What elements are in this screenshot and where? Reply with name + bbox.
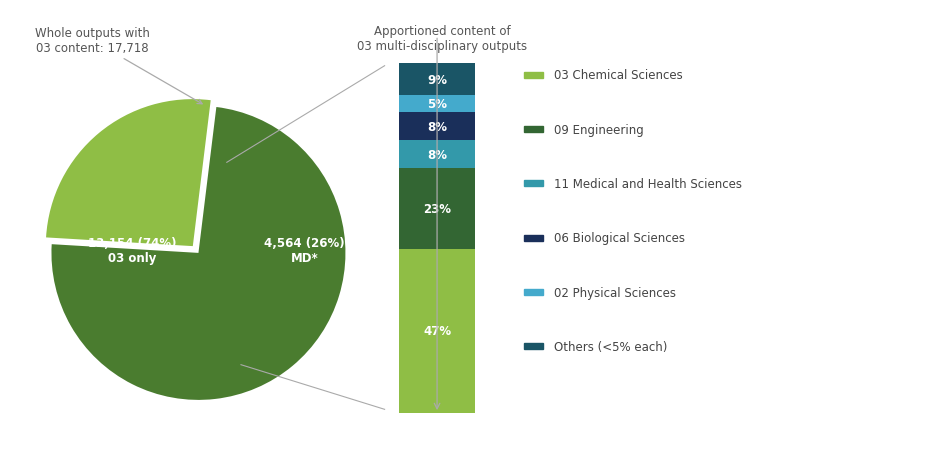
Text: Apportioned content of
03 multi-disciplinary outputs: Apportioned content of 03 multi-discipli… xyxy=(357,25,527,53)
Text: 11 Medical and Health Sciences: 11 Medical and Health Sciences xyxy=(553,178,741,190)
Text: 4,564 (26%)
MD*: 4,564 (26%) MD* xyxy=(263,236,345,264)
Bar xyxy=(398,64,475,95)
Text: 13,154 (74%)
03 only: 13,154 (74%) 03 only xyxy=(88,236,177,264)
Text: 9%: 9% xyxy=(427,73,447,86)
Text: 09 Engineering: 09 Engineering xyxy=(553,123,643,136)
Text: 8%: 8% xyxy=(427,121,447,134)
Text: 8%: 8% xyxy=(427,148,447,162)
Text: 23%: 23% xyxy=(423,202,450,216)
Wedge shape xyxy=(46,100,211,246)
Wedge shape xyxy=(51,108,346,400)
Bar xyxy=(398,113,475,141)
Text: 03 Chemical Sciences: 03 Chemical Sciences xyxy=(553,69,683,82)
Text: Whole outputs with
03 content: 17,718: Whole outputs with 03 content: 17,718 xyxy=(35,28,202,105)
Text: Others (<5% each): Others (<5% each) xyxy=(553,340,666,353)
Text: 47%: 47% xyxy=(423,325,450,338)
Bar xyxy=(398,249,475,413)
Text: 06 Biological Sciences: 06 Biological Sciences xyxy=(553,232,684,245)
Text: 02 Physical Sciences: 02 Physical Sciences xyxy=(553,286,676,299)
Bar xyxy=(398,141,475,169)
Bar xyxy=(398,169,475,249)
Bar xyxy=(398,95,475,113)
Text: 5%: 5% xyxy=(427,98,447,111)
